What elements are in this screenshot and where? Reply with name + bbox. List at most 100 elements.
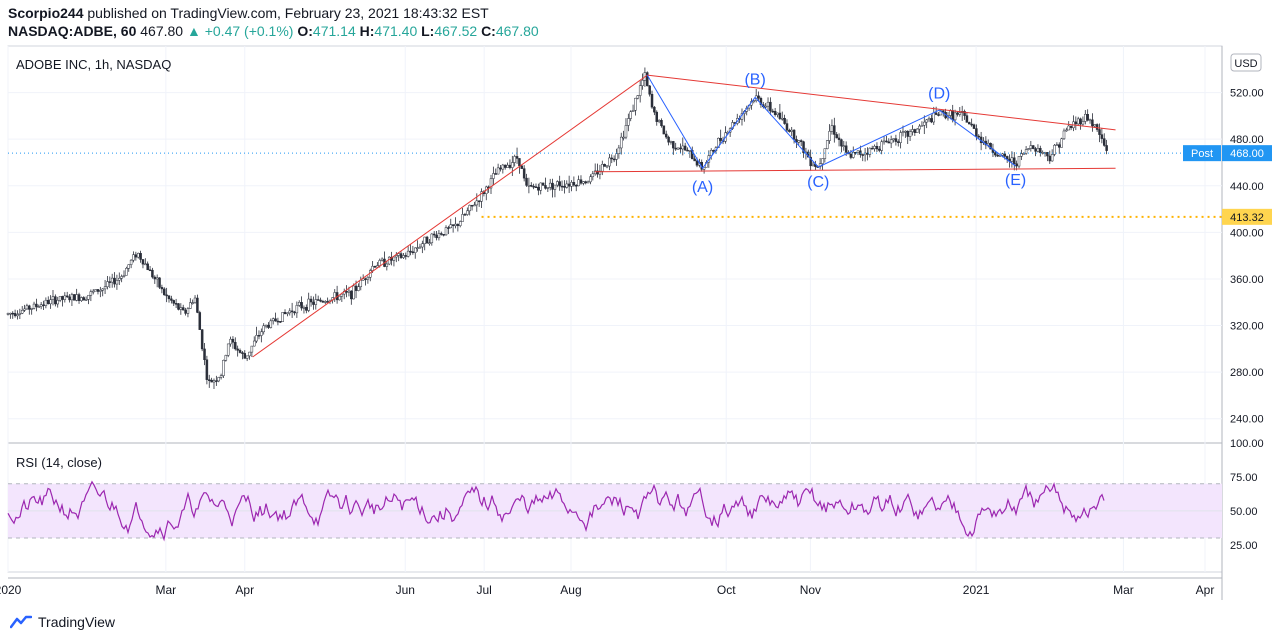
candle-body bbox=[657, 120, 661, 122]
candle-body bbox=[241, 352, 244, 354]
candle-body bbox=[638, 85, 642, 96]
candle-body bbox=[655, 111, 658, 122]
candle-body bbox=[113, 277, 116, 285]
candle-body bbox=[963, 111, 966, 116]
candle-body bbox=[1058, 144, 1061, 148]
candle-body bbox=[494, 173, 497, 175]
candle-body bbox=[1036, 147, 1040, 152]
candle-body bbox=[577, 179, 580, 187]
candle-body bbox=[525, 177, 528, 186]
candle-body bbox=[364, 278, 367, 280]
candle-body bbox=[556, 181, 559, 186]
candle-body bbox=[151, 269, 154, 278]
candle-body bbox=[719, 137, 722, 141]
candle-body bbox=[32, 303, 36, 309]
candle-body bbox=[783, 117, 786, 124]
candle-body bbox=[295, 305, 299, 314]
candle-body bbox=[198, 312, 202, 330]
tradingview-footer[interactable]: TradingView bbox=[10, 614, 115, 630]
candle-body bbox=[167, 295, 171, 300]
tradingview-logo-icon bbox=[10, 615, 32, 629]
candle-body bbox=[551, 182, 554, 190]
candle-body bbox=[297, 302, 301, 306]
candle-body bbox=[120, 276, 123, 279]
trendline bbox=[252, 74, 648, 358]
candle-body bbox=[863, 152, 867, 156]
candle-body bbox=[63, 295, 67, 300]
candle-body bbox=[927, 118, 931, 121]
candle-body bbox=[977, 135, 981, 138]
candle-body bbox=[428, 242, 431, 245]
candle-body bbox=[39, 304, 43, 307]
candle-body bbox=[437, 233, 441, 239]
candle-body bbox=[799, 140, 803, 142]
candle-body bbox=[238, 350, 242, 353]
time-tick-label: Apr bbox=[235, 583, 254, 597]
candle-body bbox=[949, 110, 952, 116]
candle-body bbox=[574, 184, 578, 187]
wave-label: (A) bbox=[692, 179, 713, 196]
candle-body bbox=[402, 255, 405, 258]
candle-body bbox=[148, 269, 152, 272]
candle-body bbox=[127, 264, 131, 269]
candle-body bbox=[972, 124, 976, 129]
candle-body bbox=[534, 186, 538, 188]
candle-body bbox=[35, 303, 38, 307]
candle-body bbox=[1105, 145, 1108, 151]
time-tick-label: Mar bbox=[1113, 583, 1134, 597]
candle-body bbox=[435, 234, 438, 239]
candle-body bbox=[679, 147, 682, 150]
candle-body bbox=[925, 119, 928, 123]
candle-body bbox=[790, 129, 793, 132]
candle-body bbox=[610, 157, 614, 160]
candle-body bbox=[835, 134, 838, 139]
candle-body bbox=[49, 299, 52, 305]
candle-body bbox=[548, 182, 552, 188]
candle-body bbox=[797, 140, 801, 143]
candle-body bbox=[958, 112, 962, 115]
symbol-line: NASDAQ:ADBE, 60 467.80 ▲ +0.47 (+0.1%) O… bbox=[8, 23, 539, 39]
candle-body bbox=[418, 246, 422, 249]
candle-body bbox=[177, 303, 180, 310]
candle-body bbox=[350, 290, 353, 300]
candle-body bbox=[153, 276, 157, 280]
candle-body bbox=[825, 140, 829, 149]
candle-body bbox=[191, 302, 194, 304]
price-tick-label: 240.00 bbox=[1230, 414, 1264, 426]
candle-body bbox=[1086, 113, 1089, 121]
post-label-text: Post bbox=[1191, 148, 1213, 160]
candle-body bbox=[1060, 138, 1063, 148]
candle-body bbox=[392, 256, 396, 261]
candle-body bbox=[321, 301, 325, 303]
candle-body bbox=[994, 152, 997, 156]
candle-body bbox=[1022, 153, 1025, 155]
publisher-name[interactable]: Scorpio244 bbox=[8, 5, 84, 21]
candle-body bbox=[134, 254, 138, 258]
candle-body bbox=[778, 112, 782, 119]
candle-body bbox=[842, 145, 846, 148]
candle-body bbox=[1005, 156, 1009, 160]
candle-body bbox=[186, 308, 190, 314]
candle-body bbox=[1081, 121, 1085, 125]
candle-body bbox=[271, 318, 275, 322]
candle-body bbox=[229, 338, 232, 345]
candle-body bbox=[544, 185, 547, 189]
candle-body bbox=[222, 360, 225, 376]
candle-body bbox=[622, 136, 625, 139]
candle-body bbox=[527, 185, 531, 187]
candle-body bbox=[293, 311, 296, 314]
candle-body bbox=[897, 141, 900, 143]
candle-body bbox=[612, 158, 616, 161]
candle-body bbox=[1013, 157, 1016, 165]
candle-body bbox=[809, 156, 812, 167]
candle-body bbox=[1055, 144, 1059, 146]
time-tick-label: Oct bbox=[717, 583, 736, 597]
candle-body bbox=[833, 125, 836, 135]
candle-body bbox=[672, 141, 675, 149]
candle-body bbox=[174, 303, 178, 305]
candle-body bbox=[357, 286, 360, 291]
candle-body bbox=[627, 118, 630, 126]
candle-body bbox=[421, 243, 424, 248]
candle-body bbox=[245, 355, 249, 359]
